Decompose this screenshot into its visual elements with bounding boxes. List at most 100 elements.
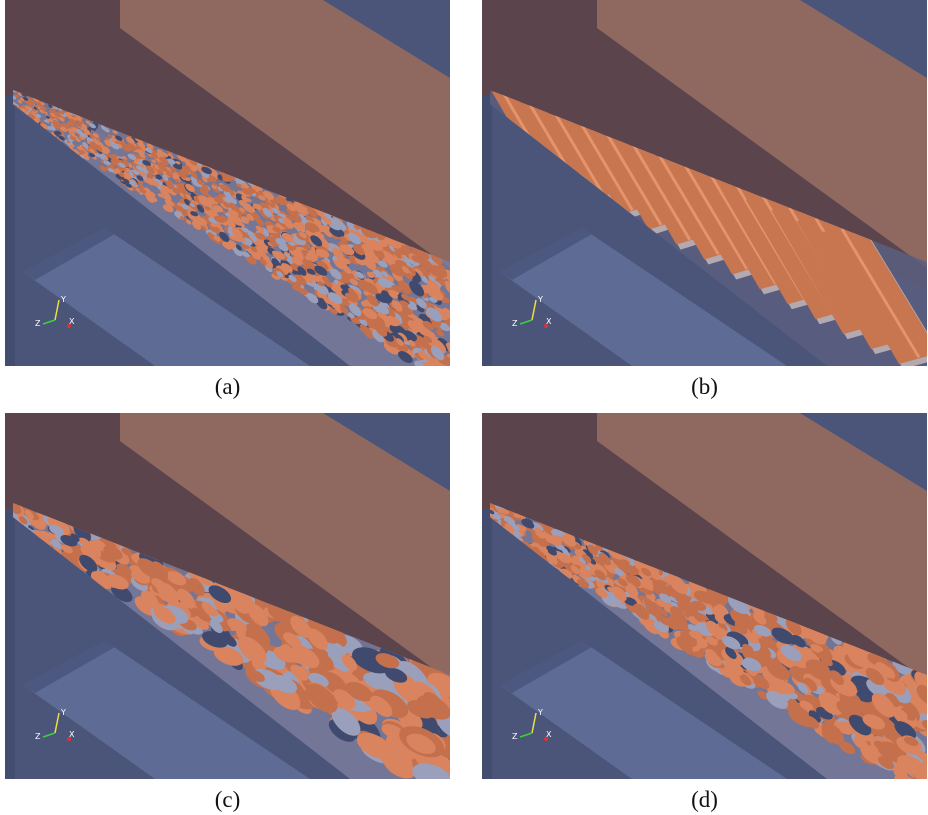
blob <box>105 574 129 590</box>
blob <box>28 97 33 101</box>
blob <box>290 645 320 669</box>
blob <box>490 514 495 521</box>
blob <box>175 160 181 165</box>
blob <box>690 600 707 611</box>
axis-z <box>42 732 56 738</box>
blob <box>190 211 199 217</box>
blob <box>391 284 402 292</box>
blob <box>363 255 377 270</box>
blob <box>504 523 515 534</box>
blob <box>447 380 459 391</box>
blob <box>169 166 176 173</box>
axis-z <box>519 319 533 325</box>
blob <box>222 201 230 208</box>
blob <box>372 330 385 343</box>
blob <box>59 130 65 136</box>
blob <box>48 118 53 123</box>
blob <box>199 198 212 207</box>
blob <box>352 244 365 256</box>
blob <box>228 202 238 210</box>
band <box>490 503 927 779</box>
wall-edge <box>5 509 15 779</box>
blob <box>617 578 628 587</box>
blob <box>15 103 19 107</box>
band <box>492 90 927 366</box>
blob <box>435 361 450 366</box>
blob <box>423 335 433 344</box>
blob <box>199 187 209 196</box>
back-wall <box>5 413 450 703</box>
blob <box>753 612 767 625</box>
blob <box>276 270 284 278</box>
blob <box>188 577 205 596</box>
blob <box>377 312 391 327</box>
blob <box>103 160 111 166</box>
blob <box>196 179 204 185</box>
blob <box>123 147 131 152</box>
blob <box>407 320 420 332</box>
blob <box>911 693 927 715</box>
blob <box>570 565 580 574</box>
blob <box>100 157 105 162</box>
caption: (b) <box>691 374 718 399</box>
blob <box>761 666 785 687</box>
blob <box>201 166 212 175</box>
blob <box>429 296 438 303</box>
blob <box>805 659 830 676</box>
blob <box>246 187 256 194</box>
blob <box>373 269 383 279</box>
blob <box>404 271 413 280</box>
blob <box>213 196 224 204</box>
blob <box>87 134 92 139</box>
blob <box>381 723 404 739</box>
scene: Y Z X <box>5 413 454 801</box>
blob <box>340 298 350 307</box>
blob <box>708 587 723 603</box>
roll-highlight <box>552 109 606 197</box>
blob <box>250 249 262 261</box>
blob <box>371 689 409 718</box>
blob <box>444 280 450 289</box>
blob <box>436 678 450 698</box>
blob <box>181 212 189 217</box>
blob <box>278 218 286 224</box>
blob <box>126 136 135 144</box>
blob <box>259 257 267 266</box>
blob <box>217 186 224 192</box>
blob <box>219 231 230 242</box>
blob <box>151 159 157 163</box>
blob <box>226 219 236 228</box>
blob <box>306 268 316 275</box>
blob <box>78 537 90 546</box>
blob <box>161 152 168 158</box>
blob <box>309 275 317 281</box>
blob <box>154 164 160 170</box>
blob <box>607 586 616 593</box>
blob <box>174 179 181 183</box>
blob <box>424 776 454 801</box>
blob <box>398 300 414 315</box>
blob <box>69 136 77 141</box>
blob <box>109 154 117 161</box>
blob <box>345 681 373 702</box>
blob <box>648 564 659 575</box>
blob <box>258 195 266 201</box>
roll-highlight <box>630 142 692 241</box>
blob <box>780 644 802 662</box>
blob <box>921 719 927 732</box>
blob <box>329 268 342 280</box>
blob <box>791 634 806 648</box>
blob <box>423 360 436 366</box>
blob <box>384 667 408 683</box>
blob <box>804 677 818 692</box>
blob <box>179 198 185 205</box>
floor-shadow <box>500 641 592 693</box>
blob <box>164 198 175 207</box>
blob <box>663 586 673 594</box>
blob <box>415 249 425 257</box>
blob <box>213 646 244 666</box>
blob <box>582 554 592 563</box>
blob <box>274 196 289 206</box>
blob <box>249 233 257 242</box>
